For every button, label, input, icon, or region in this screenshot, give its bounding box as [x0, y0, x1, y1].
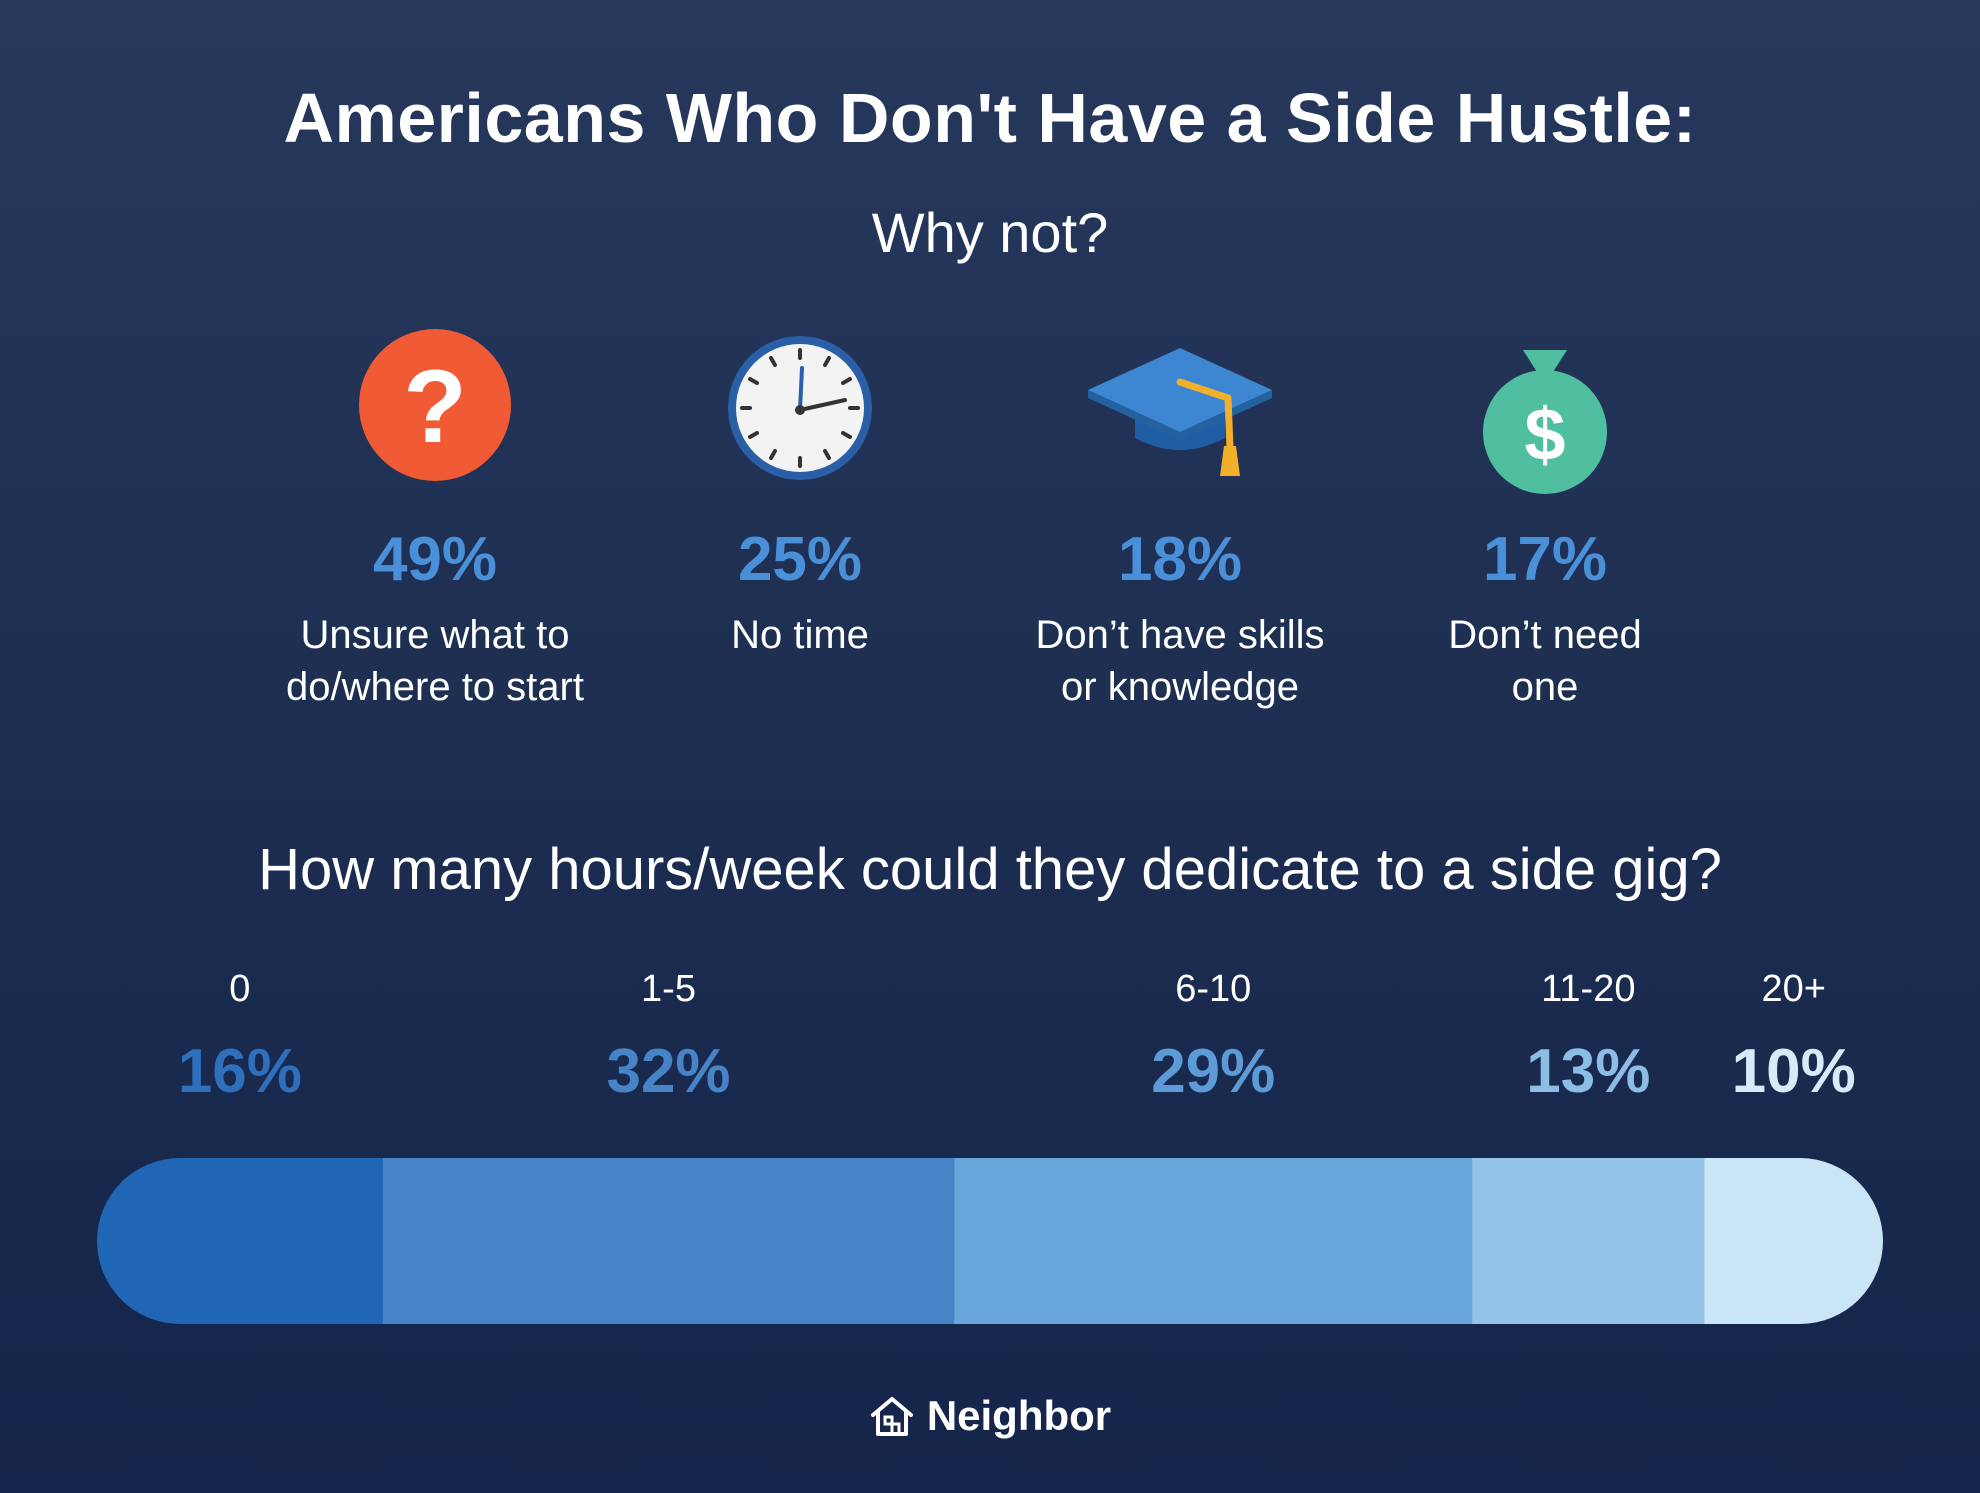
segment-value-label: 10%: [1731, 1037, 1856, 1106]
reason-unsure: ? 49% Unsure what to do/where to start: [225, 320, 645, 713]
reason-dont-need: $ 17% Don’t need one: [1335, 320, 1755, 713]
svg-text:$: $: [1524, 393, 1565, 476]
bar-segment-6-10: [954, 1158, 1473, 1324]
reason-label-line: Don’t need: [1448, 613, 1642, 657]
reason-percent: 18%: [1117, 525, 1243, 594]
reason-label-line: No time: [731, 613, 869, 657]
reason-percent: 25%: [737, 525, 863, 594]
reason-label-line: Unsure what to: [300, 613, 570, 657]
reason-label-line: Don’t have skills: [1035, 613, 1325, 657]
segment-category-label: 1-5: [641, 968, 696, 1010]
segment-value-label: 29%: [1151, 1037, 1276, 1106]
segment-value-label: 16%: [177, 1037, 302, 1106]
reason-percent: 17%: [1482, 525, 1608, 594]
page-title: Americans Who Don't Have a Side Hustle:: [283, 79, 1697, 157]
bar-segment-1-5: [382, 1158, 955, 1324]
reason-label-line: do/where to start: [286, 665, 584, 709]
brand-name: Neighbor: [926, 1392, 1112, 1439]
section-subtitle: Why not?: [871, 201, 1109, 264]
segment-category-label: 20+: [1761, 968, 1826, 1010]
segment-category-label: 0: [229, 968, 251, 1010]
reason-label: Don’t need one: [1335, 609, 1755, 713]
reason-label: Don’t have skills or knowledge: [970, 609, 1390, 713]
svg-text:?: ?: [403, 349, 467, 465]
bar-segment-11-20: [1472, 1158, 1705, 1324]
house-icon: [870, 1397, 913, 1436]
segment-category-label: 6-10: [1175, 968, 1252, 1010]
reason-label-line: or knowledge: [1061, 665, 1299, 709]
money-bag-icon: $: [1445, 320, 1645, 500]
reason-percent: 49%: [372, 525, 498, 594]
brand-logo: Neighbor: [0, 1392, 1980, 1440]
bar-segment-20+: [1704, 1158, 1883, 1324]
segment-value-label: 32%: [606, 1037, 731, 1106]
reason-no-skills: 18% Don’t have skills or knowledge: [970, 320, 1390, 713]
reason-label-line: one: [1511, 665, 1579, 709]
clock-icon: [700, 320, 900, 500]
segment-value-label: 13%: [1526, 1037, 1651, 1106]
graduation-cap-icon: [1080, 320, 1280, 500]
reason-label: No time: [590, 609, 1010, 661]
chart-title: How many hours/week could they dedicate …: [258, 837, 1722, 902]
bar-segment-0: [97, 1158, 384, 1324]
question-icon: ?: [335, 320, 535, 500]
stacked-bar: [97, 1158, 1883, 1324]
reason-no-time: 25% No time: [590, 320, 1010, 661]
reason-label: Unsure what to do/where to start: [225, 609, 645, 713]
segment-category-label: 11-20: [1541, 968, 1636, 1010]
